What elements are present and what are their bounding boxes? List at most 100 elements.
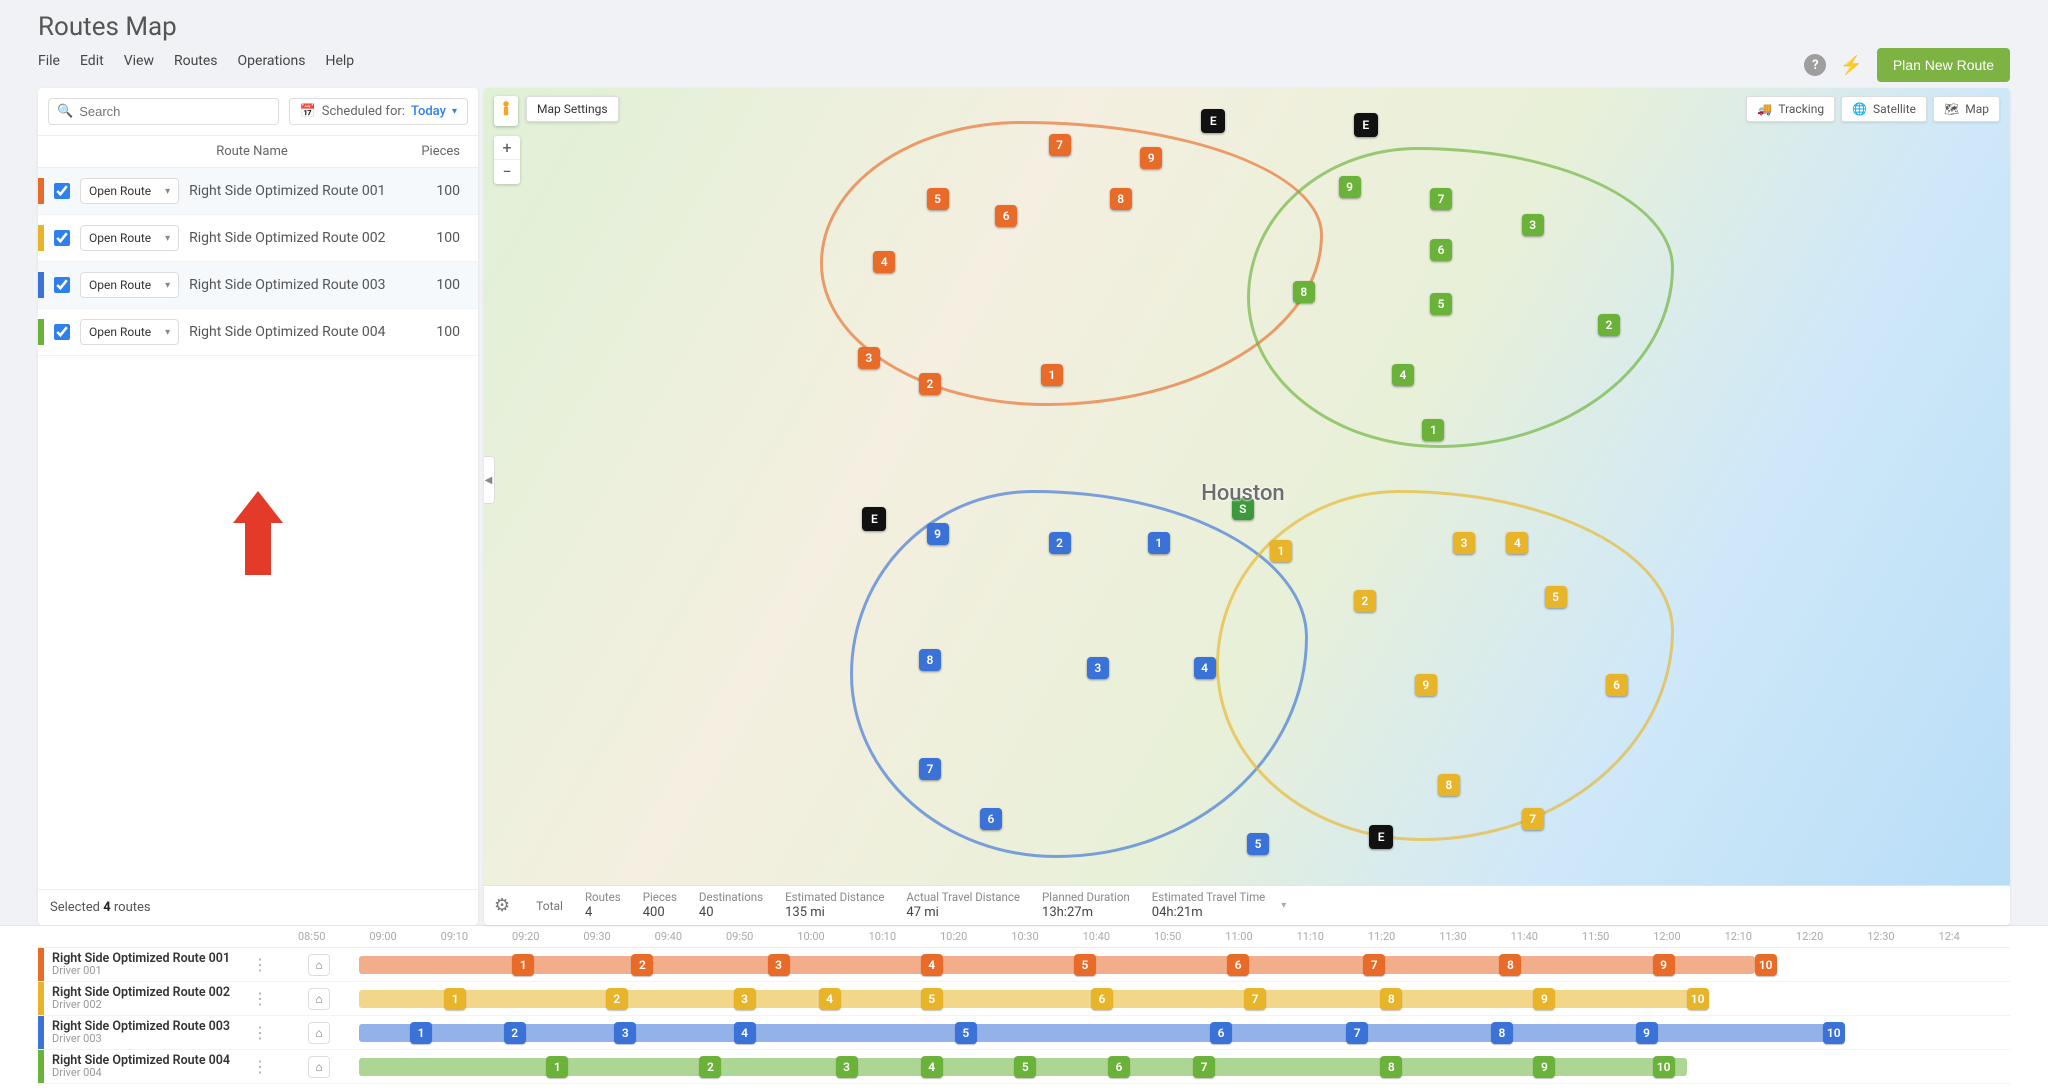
route-row[interactable]: Open Route▾ Right Side Optimized Route 0… xyxy=(38,215,478,262)
map-pin[interactable]: E xyxy=(1354,113,1378,137)
help-icon[interactable]: ? xyxy=(1804,54,1826,76)
timeline-stop[interactable]: 7 xyxy=(1244,988,1266,1010)
timeline-lane[interactable]: ⌂ 12345678910 xyxy=(308,1055,2010,1079)
timeline-stop[interactable]: 1 xyxy=(546,1056,568,1078)
timeline-stop[interactable]: 8 xyxy=(1380,1056,1402,1078)
home-icon[interactable]: ⌂ xyxy=(308,1022,330,1044)
map-pin[interactable]: 9 xyxy=(1415,674,1437,696)
route-checkbox[interactable] xyxy=(54,324,70,340)
map-pin[interactable]: 8 xyxy=(919,649,941,671)
map-pin[interactable]: 4 xyxy=(873,251,895,273)
timeline-stop[interactable]: 4 xyxy=(819,988,841,1010)
menu-help[interactable]: Help xyxy=(325,53,354,69)
map-pin[interactable]: 7 xyxy=(919,758,941,780)
timeline-stop[interactable]: 8 xyxy=(1499,954,1521,976)
map-pin[interactable]: 3 xyxy=(858,347,880,369)
map-pin[interactable]: 4 xyxy=(1506,532,1528,554)
map-pin[interactable]: 9 xyxy=(1339,176,1361,198)
map-pin[interactable]: 1 xyxy=(1422,419,1444,441)
more-icon[interactable]: ⋮ xyxy=(252,989,268,1008)
plan-new-route-button[interactable]: Plan New Route xyxy=(1877,48,2010,82)
map-pin[interactable]: E xyxy=(1201,109,1225,133)
map-pin[interactable]: S xyxy=(1232,498,1254,520)
tracking-button[interactable]: 🚚Tracking xyxy=(1746,96,1835,122)
search-input-wrap[interactable]: 🔍 xyxy=(48,98,279,125)
timeline-stop[interactable]: 10 xyxy=(1823,1022,1845,1044)
timeline-stop[interactable]: 6 xyxy=(1227,954,1249,976)
timeline-stop[interactable]: 3 xyxy=(734,988,756,1010)
map-pin[interactable]: 1 xyxy=(1041,364,1063,386)
timeline-stop[interactable]: 4 xyxy=(921,1056,943,1078)
timeline-lane[interactable]: ⌂ 12345678910 xyxy=(308,953,2010,977)
open-route-button[interactable]: Open Route▾ xyxy=(80,272,179,298)
map-pin[interactable]: 4 xyxy=(1392,364,1414,386)
more-icon[interactable]: ⋮ xyxy=(252,955,268,974)
timeline-stop[interactable]: 1 xyxy=(444,988,466,1010)
home-icon[interactable]: ⌂ xyxy=(308,988,330,1010)
timeline-stop[interactable]: 10 xyxy=(1755,954,1777,976)
open-route-button[interactable]: Open Route▾ xyxy=(80,178,179,204)
route-row[interactable]: Open Route▾ Right Side Optimized Route 0… xyxy=(38,262,478,309)
more-icon[interactable]: ⋮ xyxy=(252,1023,268,1042)
timeline-stop[interactable]: 7 xyxy=(1346,1022,1368,1044)
map-pin[interactable]: 9 xyxy=(1140,147,1162,169)
schedule-picker[interactable]: 📅 Scheduled for: Today ▾ xyxy=(289,98,468,125)
map-pin[interactable]: 4 xyxy=(1194,657,1216,679)
map-pin[interactable]: 3 xyxy=(1453,532,1475,554)
timeline-stop[interactable]: 2 xyxy=(699,1056,721,1078)
timeline-stop[interactable]: 8 xyxy=(1380,988,1402,1010)
timeline-stop[interactable]: 1 xyxy=(410,1022,432,1044)
timeline-stop[interactable]: 9 xyxy=(1653,954,1675,976)
map-pin[interactable]: 9 xyxy=(927,523,949,545)
timeline-stop[interactable]: 9 xyxy=(1533,988,1555,1010)
map-pin[interactable]: 8 xyxy=(1110,188,1132,210)
timeline-stop[interactable]: 10 xyxy=(1687,988,1709,1010)
map-pin[interactable]: 6 xyxy=(1606,674,1628,696)
zoom-out-button[interactable]: − xyxy=(494,160,520,184)
open-route-button[interactable]: Open Route▾ xyxy=(80,225,179,251)
menu-routes[interactable]: Routes xyxy=(174,53,218,69)
map-pin[interactable]: 5 xyxy=(1545,586,1567,608)
timeline-stop[interactable]: 10 xyxy=(1653,1056,1675,1078)
menu-edit[interactable]: Edit xyxy=(80,53,104,69)
map-pin[interactable]: 3 xyxy=(1522,214,1544,236)
timeline-stop[interactable]: 9 xyxy=(1533,1056,1555,1078)
map-pin[interactable]: 1 xyxy=(1270,540,1292,562)
timeline-stop[interactable]: 4 xyxy=(921,954,943,976)
route-checkbox[interactable] xyxy=(54,277,70,293)
timeline-stop[interactable]: 3 xyxy=(614,1022,636,1044)
timeline-stop[interactable]: 5 xyxy=(955,1022,977,1044)
timeline-stop[interactable]: 2 xyxy=(606,988,628,1010)
timeline-stop[interactable]: 8 xyxy=(1491,1022,1513,1044)
timeline-stop[interactable]: 5 xyxy=(1074,954,1096,976)
map-pin[interactable]: 2 xyxy=(1354,590,1376,612)
map-panel[interactable]: EE795684321973685241SE921834765134256987… xyxy=(484,88,2010,925)
map-toggle-button[interactable]: 🗺Map xyxy=(1933,96,2000,122)
map-pin[interactable]: 2 xyxy=(1049,532,1071,554)
timeline-stop[interactable]: 5 xyxy=(1014,1056,1036,1078)
map-pin[interactable]: E xyxy=(1369,825,1393,849)
search-input[interactable] xyxy=(79,104,269,119)
map-pin[interactable]: 7 xyxy=(1049,134,1071,156)
timeline-stop[interactable]: 7 xyxy=(1193,1056,1215,1078)
gear-icon[interactable]: ⚙ xyxy=(494,895,510,916)
map-pin[interactable]: 2 xyxy=(919,373,941,395)
timeline-lane[interactable]: ⌂ 12345678910 xyxy=(308,1021,2010,1045)
map-pin[interactable]: 6 xyxy=(980,808,1002,830)
stats-expand-icon[interactable]: ▾ xyxy=(1281,900,1286,911)
home-icon[interactable]: ⌂ xyxy=(308,1056,330,1078)
timeline-stop[interactable]: 3 xyxy=(768,954,790,976)
bolt-icon[interactable]: ⚡ xyxy=(1840,55,1862,76)
timeline-stop[interactable]: 7 xyxy=(1363,954,1385,976)
timeline-stop[interactable]: 1 xyxy=(512,954,534,976)
map-pin[interactable]: 8 xyxy=(1438,774,1460,796)
route-checkbox[interactable] xyxy=(54,183,70,199)
more-icon[interactable]: ⋮ xyxy=(252,1057,268,1076)
collapse-sidebar-handle[interactable]: ◀ xyxy=(484,456,495,504)
route-row[interactable]: Open Route▾ Right Side Optimized Route 0… xyxy=(38,168,478,215)
satellite-button[interactable]: 🌐Satellite xyxy=(1841,96,1927,122)
map-pin[interactable]: 7 xyxy=(1430,188,1452,210)
timeline-stop[interactable]: 9 xyxy=(1636,1022,1658,1044)
route-checkbox[interactable] xyxy=(54,230,70,246)
map-pin[interactable]: 7 xyxy=(1522,808,1544,830)
